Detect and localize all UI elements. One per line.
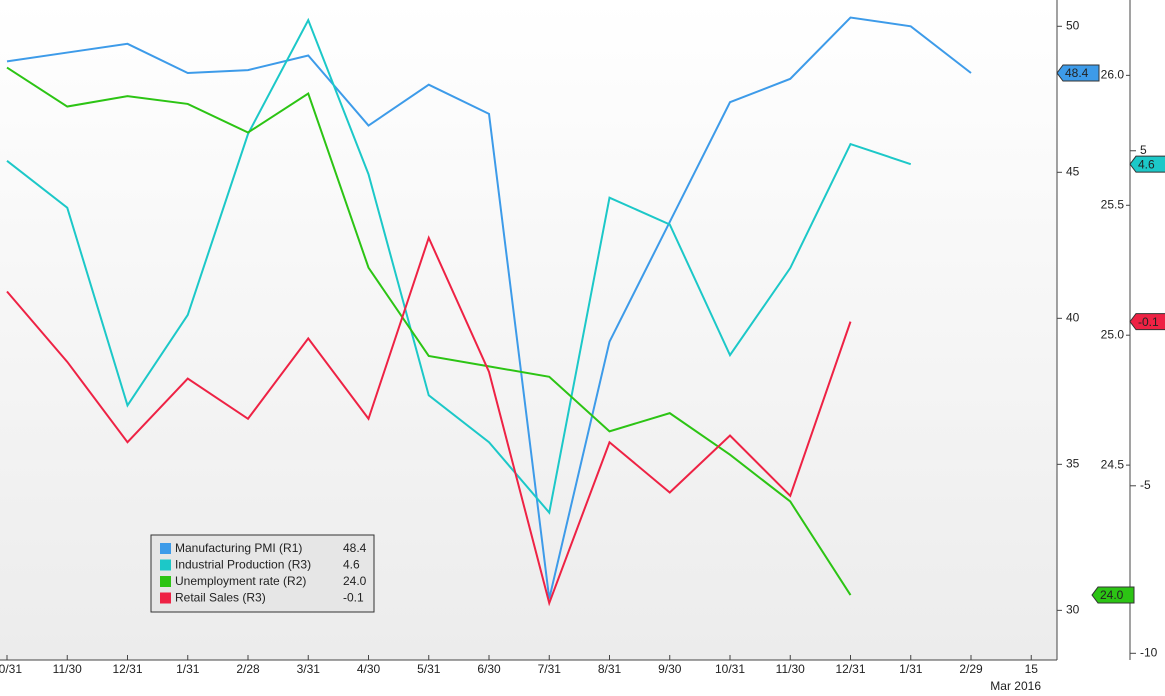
legend-label: Retail Sales (R3) xyxy=(175,591,266,605)
value-tag: 48.4 xyxy=(1056,64,1100,82)
y-tick-label: 40 xyxy=(1066,310,1080,324)
value-tag-shape xyxy=(1091,586,1135,604)
x-tick-label: 2/28 xyxy=(236,662,260,676)
legend-label: Unemployment rate (R2) xyxy=(175,574,306,588)
legend-swatch xyxy=(160,576,171,587)
value-tag: 24.0 xyxy=(1091,586,1135,604)
legend-value: -0.1 xyxy=(343,591,364,605)
y3-tick-label: 5 xyxy=(1140,143,1147,157)
legend-value: 4.6 xyxy=(343,558,360,572)
x-tick-label: 12/31 xyxy=(835,662,865,676)
x-tick-label: 1/31 xyxy=(899,662,923,676)
x-tick-label: 11/30 xyxy=(53,662,82,676)
y2-tick-label: 25.5 xyxy=(1101,197,1125,211)
x-tick-label: 11/30 xyxy=(776,662,805,676)
y-tick-label: 45 xyxy=(1066,164,1080,178)
x-tick-label: 10/31 xyxy=(0,662,22,676)
value-tag-label: 4.6 xyxy=(1138,157,1155,171)
y3-tick-label: -10 xyxy=(1140,645,1158,659)
value-tag: -0.1 xyxy=(1129,313,1165,331)
series-line xyxy=(6,235,852,607)
legend: Manufacturing PMI (R1) 48.4 Industrial Pro… xyxy=(150,534,375,613)
series-line xyxy=(6,16,972,599)
x-tick-label: 12/31 xyxy=(112,662,142,676)
x-tick-label: 6/30 xyxy=(477,662,501,676)
x-tick-label: 9/30 xyxy=(658,662,682,676)
value-tag-shape xyxy=(1129,155,1165,173)
y2-tick-label: 24.5 xyxy=(1101,457,1125,471)
series-line xyxy=(6,17,912,515)
y-tick-label: 30 xyxy=(1066,603,1080,617)
series-line xyxy=(6,66,852,596)
x-annotation: Mar 2016 xyxy=(990,679,1041,693)
legend-swatch xyxy=(160,592,171,604)
value-tag-label: 48.4 xyxy=(1065,66,1089,80)
x-tick-label: 1/31 xyxy=(176,662,200,676)
y3-tick-label: -5 xyxy=(1140,478,1151,492)
y2-tick-label: 26.0 xyxy=(1101,68,1125,82)
x-tick-label: 15 xyxy=(1025,662,1039,676)
legend-label: Industrial Production (R3) xyxy=(175,558,311,572)
x-tick-label: 10/31 xyxy=(715,662,745,676)
value-tag-label: 24.0 xyxy=(1100,588,1124,602)
value-tag-label: -0.1 xyxy=(1138,315,1159,329)
legend-box xyxy=(150,534,375,613)
value-tag-shape xyxy=(1129,313,1165,331)
y-tick-label: 50 xyxy=(1066,18,1080,32)
x-tick-label: 3/31 xyxy=(297,662,321,676)
legend-label: Manufacturing PMI (R1) xyxy=(175,541,302,555)
value-tag-shape xyxy=(1056,64,1100,82)
y-tick-label: 35 xyxy=(1066,457,1080,471)
x-tick-label: 2/29 xyxy=(959,662,983,676)
x-tick-label: 7/31 xyxy=(538,662,562,676)
legend-swatch xyxy=(160,543,171,554)
x-tick-label: 8/31 xyxy=(598,662,622,676)
legend-value: 48.4 xyxy=(343,541,367,555)
x-tick-label: 4/30 xyxy=(357,662,381,676)
x-tick-label: 5/31 xyxy=(417,662,441,676)
legend-swatch xyxy=(160,559,171,571)
legend-value: 24.0 xyxy=(343,574,367,588)
y2-tick-label: 25.0 xyxy=(1101,327,1125,341)
value-tag: 4.6 xyxy=(1129,155,1165,173)
